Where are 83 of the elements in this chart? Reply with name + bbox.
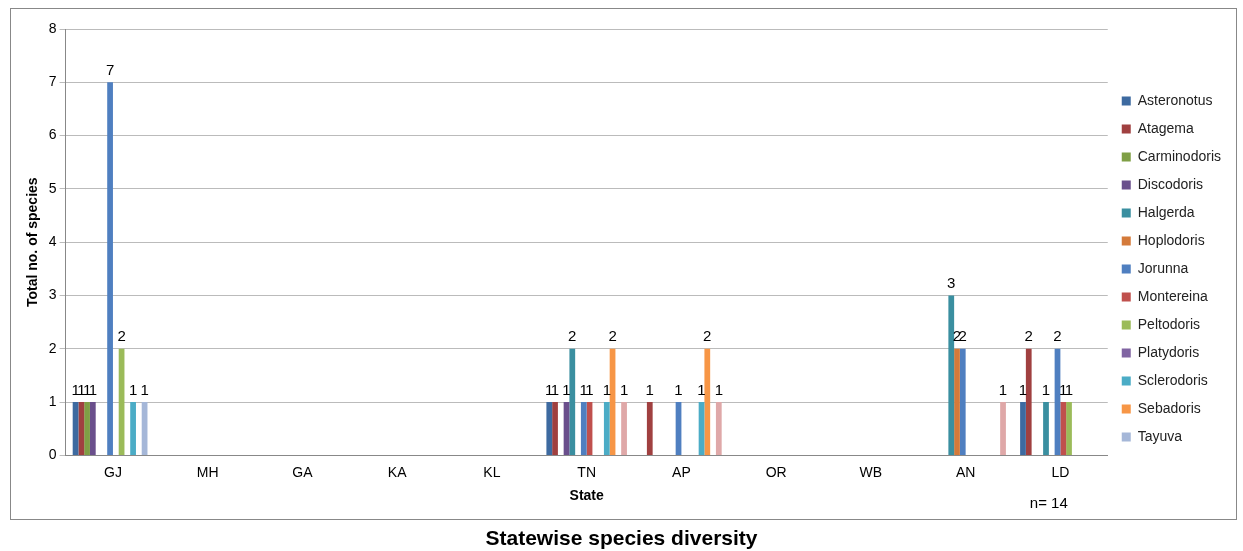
bar: [715, 402, 722, 455]
x-tick-label: AP: [672, 463, 691, 480]
bar: [1025, 348, 1032, 455]
bar: [546, 402, 553, 455]
bar: [1000, 402, 1006, 455]
y-tick-label: 4: [48, 233, 57, 250]
legend-label: Sebadoris: [1137, 399, 1201, 416]
y-tick-label: 0: [48, 446, 57, 463]
x-tick-label: KA: [387, 463, 408, 480]
x-tick-label: LD: [1051, 463, 1070, 480]
data-label: 2: [568, 327, 577, 345]
data-label: 1: [88, 380, 97, 398]
y-tick-label: 3: [48, 286, 57, 303]
bar: [646, 402, 653, 455]
x-tick-label: AN: [955, 463, 976, 480]
bar: [1020, 402, 1026, 455]
data-label: 1: [674, 380, 683, 398]
legend-label: Tayuva: [1137, 427, 1183, 444]
bar: [1043, 402, 1049, 455]
bar: [552, 402, 558, 455]
bar: [603, 402, 610, 455]
x-tick-label: KL: [483, 463, 501, 480]
bar: [569, 348, 576, 455]
legend-label: Discodoris: [1137, 175, 1204, 192]
data-label: 1: [71, 380, 80, 398]
data-label: 1: [619, 380, 629, 398]
data-label: 1: [697, 380, 706, 398]
data-label: 1: [128, 380, 138, 398]
y-tick-label: 7: [48, 73, 57, 90]
data-label: 2: [608, 327, 617, 345]
legend-label: Asteronotus: [1137, 91, 1213, 108]
x-tick-label: GA: [292, 463, 314, 480]
x-tick-label: OR: [765, 463, 787, 480]
x-axis-title: State: [569, 487, 604, 504]
bar: [948, 295, 955, 455]
data-label: 1: [1041, 380, 1051, 398]
bar: [107, 82, 113, 455]
data-label: 1: [645, 380, 654, 398]
x-tick-label: WB: [859, 463, 883, 480]
data-label: 1: [579, 380, 588, 398]
data-label: 1: [562, 380, 571, 398]
x-tick-label: MH: [196, 463, 219, 480]
data-label: 1: [714, 380, 723, 398]
data-label: 2: [117, 327, 126, 345]
y-tick-label: 5: [48, 179, 57, 196]
text: Statewise species diversity: [484, 526, 759, 550]
data-label: 1: [998, 380, 1008, 398]
x-tick-label: TN: [577, 463, 597, 480]
text: n= 14: [1029, 493, 1068, 511]
bar: [954, 348, 960, 455]
legend-label: Montereina: [1137, 287, 1209, 304]
legend-label: Sclerodoris: [1137, 371, 1208, 388]
y-axis-title: Total no. of species: [24, 177, 41, 308]
data-label: 2: [1024, 327, 1033, 345]
data-label: 1: [550, 380, 560, 398]
legend-label: Jorunna: [1137, 259, 1189, 276]
bar: [704, 348, 711, 455]
legend-label: Carminodoris: [1137, 147, 1221, 164]
bar: [1066, 402, 1072, 455]
legend-label: Peltodoris: [1137, 315, 1201, 332]
y-tick-label: 8: [48, 19, 57, 36]
bar: [621, 402, 627, 455]
legend-label: Atagema: [1137, 119, 1194, 136]
y-tick-label: 2: [48, 339, 57, 356]
bar: [78, 402, 85, 455]
bar: [84, 402, 90, 455]
bar: [1060, 402, 1067, 455]
legend-label: Halgerda: [1137, 203, 1195, 220]
bar: [959, 348, 966, 455]
data-label: 2: [703, 327, 712, 345]
y-tick-label: 6: [48, 126, 57, 143]
bar: [580, 402, 587, 455]
data-label: 2: [1053, 327, 1062, 345]
data-label: 7: [105, 60, 115, 78]
data-label: 1: [140, 380, 149, 398]
bar: [89, 402, 96, 455]
x-tick-label: GJ: [104, 463, 122, 480]
data-label: 1: [1064, 380, 1074, 398]
data-label: 3: [947, 274, 956, 292]
y-tick-label: 1: [48, 392, 57, 409]
legend-label: Platydoris: [1137, 343, 1200, 360]
bar: [130, 402, 136, 455]
legend-label: Hoplodoris: [1137, 231, 1205, 248]
